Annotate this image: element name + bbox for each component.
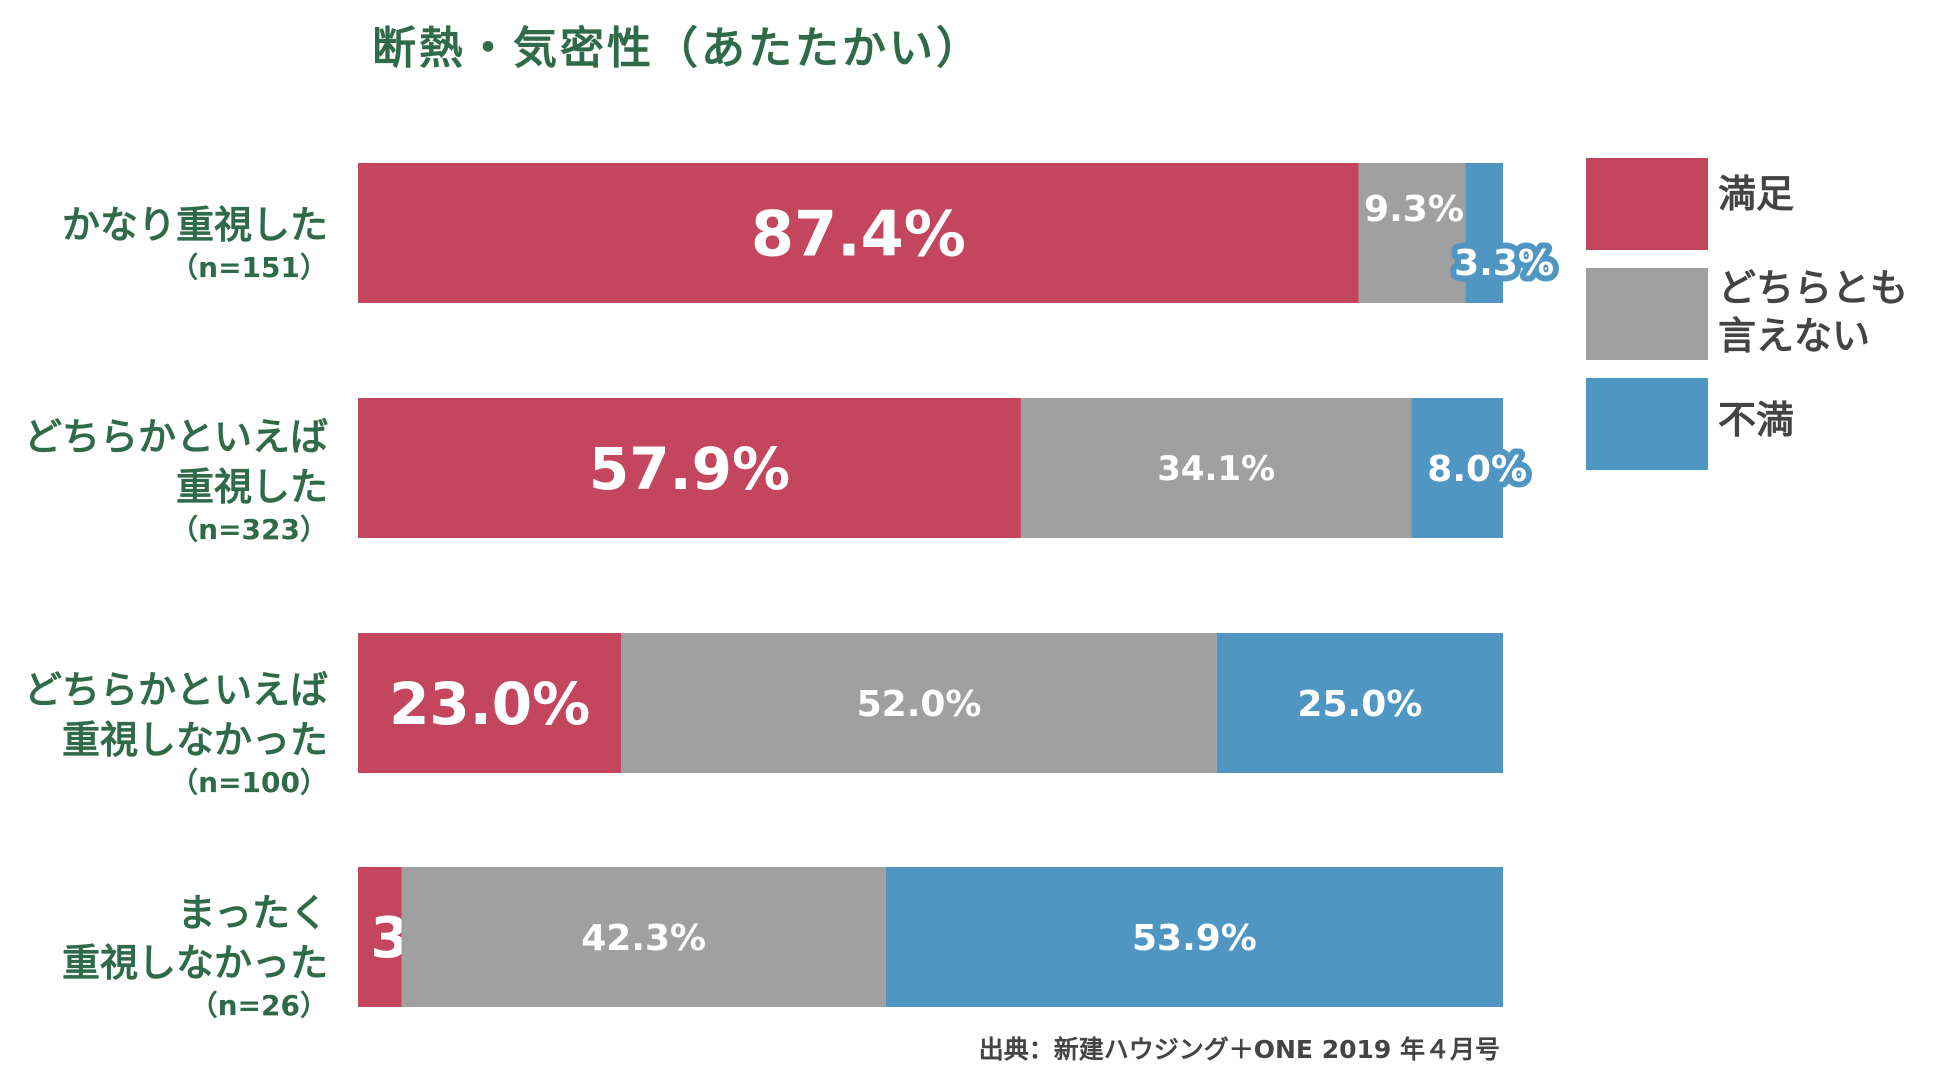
data-label-neutral: 42.3% <box>581 918 706 959</box>
bar-segment-satisfied <box>358 163 1359 303</box>
bar-segment-neutral <box>401 867 886 1007</box>
category-n: （n=100） <box>170 766 328 799</box>
data-label-dissatisfied: 25.0% <box>1297 684 1422 725</box>
bar-segment-neutral <box>621 633 1217 773</box>
data-label-satisfied: 23.0% <box>389 670 590 738</box>
data-label-dissatisfied: 8.0% <box>1427 449 1527 490</box>
bar-segment-satisfied <box>358 867 402 1007</box>
bar-segment-dissatisfied <box>1465 163 1503 303</box>
category-name: まったく 重視しなかった <box>61 891 328 985</box>
legend-label-dissatisfied: 不満 <box>1718 398 1795 442</box>
category-label-1: どちらかといえば 重視した （n=323） <box>24 412 328 548</box>
bar-segment-dissatisfied <box>885 867 1503 1007</box>
bar-segment-satisfied <box>358 398 1021 538</box>
bar-segment-satisfied <box>358 633 622 773</box>
category-name: どちらかといえば 重視しなかった <box>23 668 328 762</box>
category-n: （n=26） <box>189 989 328 1022</box>
category-label-0: かなり重視した （n=151） <box>62 200 328 286</box>
category-name: どちらかといえば 重視した <box>23 415 328 509</box>
bar-segment-dissatisfied <box>1411 398 1503 538</box>
data-label-satisfied: 87.4% <box>751 197 966 270</box>
data-label-satisfied: 57.9% <box>589 435 790 503</box>
data-label-neutral: 9.3% <box>1364 189 1464 230</box>
bar-segment-neutral <box>1358 163 1466 303</box>
legend-swatch-dissatisfied <box>1586 378 1708 470</box>
data-label-neutral: 52.0% <box>857 684 982 725</box>
legend-swatch-neutral <box>1586 268 1708 360</box>
source-note: 出典：新建ハウジング＋ONE 2019 年４月号 <box>978 1035 1500 1064</box>
legend-label-neutral: どちらとも 言えない <box>1718 266 1909 358</box>
bar-segment-neutral <box>1020 398 1412 538</box>
bar-segment-dissatisfied <box>1216 633 1503 773</box>
chart-title: 断熱・気密性（あたたかい） <box>372 23 983 74</box>
category-n: （n=151） <box>170 251 328 284</box>
data-label-neutral: 34.1% <box>1157 449 1275 489</box>
category-name: かなり重視した <box>61 203 328 247</box>
category-label-3: まったく 重視しなかった （n=26） <box>62 888 328 1024</box>
legend-swatch-satisfied <box>1586 158 1708 250</box>
category-label-2: どちらかといえば 重視しなかった （n=100） <box>24 665 328 801</box>
category-n: （n=323） <box>170 513 328 546</box>
data-label-dissatisfied: 53.9% <box>1132 918 1257 959</box>
legend-label-satisfied: 満足 <box>1718 172 1795 216</box>
data-label-dissatisfied: 3.3% <box>1454 243 1554 284</box>
